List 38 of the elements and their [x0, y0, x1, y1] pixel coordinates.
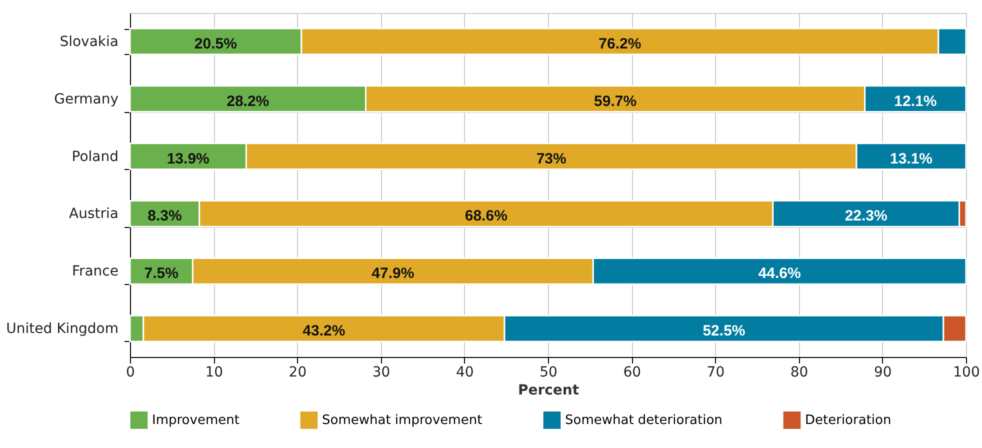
y-tick-label: Poland: [72, 148, 118, 165]
y-tick-label: France: [72, 264, 118, 280]
x-tick-label: 30: [372, 364, 390, 380]
data-label: 59.7%: [594, 92, 637, 110]
data-label: 68.6%: [464, 208, 508, 225]
x-tick-label: 60: [623, 364, 642, 380]
x-tick-label: 20: [288, 364, 307, 380]
data-label: 13.9%: [166, 150, 210, 168]
data-label: 7.5%: [144, 265, 178, 282]
x-tick-label: 90: [874, 364, 892, 380]
x-tick-label: 100: [953, 364, 980, 380]
data-label: 73%: [536, 150, 566, 168]
legend-label: Somewhat deterioration: [565, 413, 722, 428]
x-tick-label: 70: [706, 364, 725, 380]
y-tick-label: Germany: [54, 91, 118, 108]
data-label: 22.3%: [844, 208, 888, 225]
data-label: 28.2%: [226, 92, 270, 110]
x-tick-label: 40: [456, 364, 474, 380]
y-tick-label: United Kingdom: [6, 321, 118, 338]
legend-label: Improvement: [152, 413, 240, 428]
data-label: 43.2%: [302, 322, 346, 340]
x-axis-title: Percent: [518, 382, 580, 398]
y-tick-label: Austria: [69, 206, 118, 222]
legend-label: Deterioration: [805, 413, 892, 428]
x-tick-label: 10: [205, 364, 224, 380]
data-label: 76.2%: [598, 35, 642, 52]
x-tick-label: 80: [790, 364, 808, 380]
data-label: 12.1%: [894, 92, 937, 110]
x-tick-label: 0: [126, 364, 135, 380]
data-label: 13.1%: [890, 150, 933, 168]
data-label: 8.3%: [148, 208, 182, 225]
legend-label: Somewhat improvement: [322, 413, 482, 428]
data-label: 44.6%: [758, 265, 801, 282]
data-label: 47.9%: [372, 265, 414, 282]
x-tick-label: 50: [540, 364, 558, 380]
data-label: 52.5%: [702, 322, 746, 340]
y-tick-label: Slovakia: [60, 34, 118, 50]
data-label: 20.5%: [194, 35, 237, 52]
